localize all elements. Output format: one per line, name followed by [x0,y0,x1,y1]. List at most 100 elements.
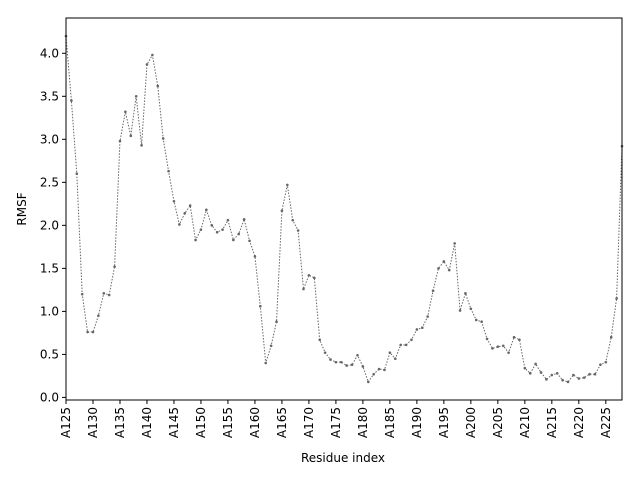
data-point [188,204,192,207]
y-tick-label: 1.0 [40,304,59,318]
data-point [566,380,570,384]
data-point [226,218,230,222]
y-tick-label: 0.0 [40,390,59,404]
x-tick-label: A190 [410,407,424,438]
data-point [167,169,170,173]
data-point [97,314,100,317]
data-point [237,232,241,236]
data-point [426,315,429,318]
data-point [356,353,359,357]
data-point [269,344,273,348]
data-point [221,228,224,231]
data-point [151,53,154,57]
x-tick-label: A175 [329,407,343,438]
data-point [113,265,116,268]
plot-frame [65,17,623,401]
data-point [437,267,440,270]
data-point [518,338,521,342]
data-point [275,320,278,324]
data-point [232,238,235,242]
data-point [205,208,208,212]
x-tick-label: A125 [59,407,73,438]
data-point [539,371,543,374]
data-point [248,239,251,243]
data-point [453,242,456,245]
data-point [480,320,483,324]
data-point [145,63,149,66]
data-point [161,137,165,140]
y-tick-label: 2.5 [40,175,59,189]
y-axis-label: RMSF [15,192,29,225]
x-tick-label: A140 [140,407,154,438]
data-point [512,335,516,339]
data-point [377,367,381,371]
data-point [528,372,532,375]
data-point [280,209,284,213]
data-point [242,218,246,221]
data-point [156,84,160,88]
x-tick-label: A135 [113,407,127,438]
data-point [366,380,370,384]
data-point [172,199,176,203]
y-tick-label: 3.0 [40,132,59,146]
data-point [80,292,84,296]
data-point [183,212,187,215]
x-tick-label: A130 [86,407,100,438]
x-tick-label: A180 [356,407,370,438]
data-point [253,255,257,258]
y-tick-label: 4.0 [40,46,59,60]
data-point [70,99,73,102]
data-point [140,144,143,147]
data-point [561,378,564,382]
x-tick-label: A145 [167,407,181,438]
data-point [345,364,348,367]
data-point [118,139,122,143]
data-point [474,318,478,322]
data-point [469,307,473,311]
y-tick-label: 0.5 [40,347,59,361]
x-tick-label: A155 [221,407,235,438]
data-point [313,276,316,280]
data-point [464,292,467,295]
data-point [496,345,500,348]
data-point [178,223,181,226]
data-point [534,362,537,366]
data-point [134,94,138,98]
data-point [340,360,343,364]
data-point [215,230,219,234]
data-point [501,344,505,348]
data-point [545,378,548,381]
data-point [91,330,95,334]
data-point [75,172,79,176]
data-point [329,358,332,361]
x-tick-label: A150 [194,407,208,438]
data-point [555,372,559,375]
data-point [593,372,597,376]
y-tick-label: 3.5 [40,89,59,103]
data-point [323,351,327,354]
data-point [609,335,613,339]
data-point [107,293,111,297]
data-point [523,366,527,370]
data-point [393,357,397,361]
data-point [447,268,451,272]
data-point [582,376,586,379]
data-point [404,343,408,347]
data-point [318,338,322,342]
data-point [372,372,375,376]
data-point [550,373,554,377]
data-point [264,361,268,365]
x-tick-label: A170 [302,407,316,438]
data-point [431,289,435,293]
data-point [194,238,197,242]
x-tick-label: A205 [491,407,505,438]
x-axis-label: Residue index [301,451,385,465]
data-point [604,360,608,364]
x-tick-label: A220 [572,407,586,438]
x-tick-label: A185 [383,407,397,438]
data-point [615,297,618,300]
data-point [307,273,311,277]
x-tick-label: A165 [275,407,289,438]
y-tick-label: 2.0 [40,218,59,232]
data-point [286,183,289,187]
